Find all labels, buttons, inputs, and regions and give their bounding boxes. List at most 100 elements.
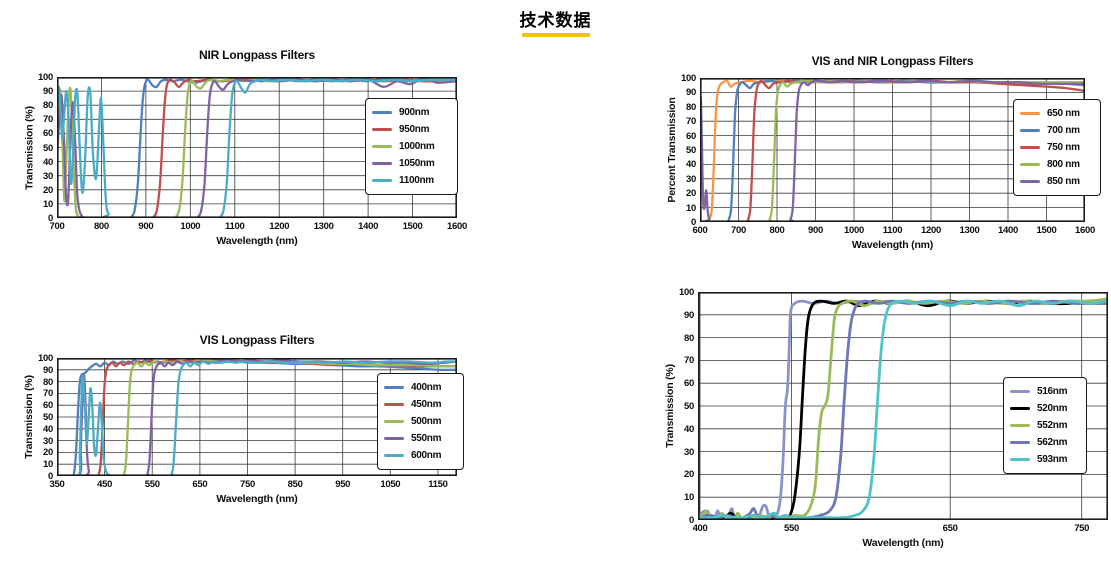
legend-label: 520nm: [1037, 403, 1068, 414]
legend-item: 1100nm: [372, 172, 451, 189]
page-title: 技术数据: [519, 11, 592, 30]
y-tick-label: 100: [38, 353, 53, 364]
x-tick-label: 1400: [358, 221, 379, 232]
legend-item: 516nm: [1010, 383, 1080, 400]
legend-line-swatch: [1010, 406, 1030, 411]
x-axis-label: Wavelength (nm): [851, 239, 934, 251]
legend-line-swatch: [384, 436, 404, 441]
legend-line-swatch: [384, 453, 404, 458]
x-tick-label: 700: [731, 225, 746, 236]
x-tick-label: 1000: [844, 225, 864, 236]
y-tick-label: 70: [684, 355, 694, 367]
x-tick-label: 1500: [1036, 225, 1057, 236]
legend: 400nm 450nm 500nm 550nm 600nm: [377, 373, 464, 470]
y-tick-label: 20: [684, 469, 694, 481]
legend-line-swatch: [1010, 389, 1030, 394]
y-tick-label: 100: [38, 72, 53, 83]
x-tick-label: 1000: [180, 221, 201, 232]
legend-line-swatch: [384, 419, 404, 424]
legend-item: 700 nm: [1020, 122, 1094, 139]
y-tick-label: 80: [684, 332, 694, 344]
x-axis-label: Wavelength (nm): [216, 493, 298, 505]
chart-vis-and-nir-longpass-filters: VIS and NIR Longpass Filters Percent Tra…: [652, 52, 1104, 264]
y-tick-label: 90: [684, 309, 694, 321]
y-tick-label: 40: [686, 159, 696, 171]
x-tick-label: 750: [1074, 523, 1090, 534]
x-tick-label: 1600: [447, 221, 467, 232]
y-tick-label: 10: [43, 198, 53, 210]
y-tick-label: 50: [43, 412, 53, 423]
x-tick-label: 1300: [959, 225, 980, 236]
legend: 900nm 950nm 1000nm 1050nm 1100nm: [365, 98, 458, 195]
legend-item: 900nm: [372, 104, 451, 121]
legend-label: 550nm: [411, 433, 442, 444]
y-tick-label: 20: [43, 184, 53, 196]
y-tick-label: 60: [684, 378, 694, 390]
legend-item: 500nm: [384, 413, 457, 430]
legend-item: 562nm: [1010, 434, 1080, 451]
x-tick-label: 900: [138, 221, 154, 232]
y-tick-label: 100: [679, 287, 694, 298]
y-tick-label: 90: [43, 364, 53, 376]
y-tick-label: 70: [43, 114, 53, 126]
legend-line-swatch: [372, 144, 392, 149]
y-tick-label: 100: [681, 73, 696, 84]
y-tick-label: 30: [684, 446, 694, 458]
x-tick-label: 750: [239, 479, 255, 490]
y-tick-label: 40: [43, 156, 53, 168]
legend-item: 552nm: [1010, 417, 1080, 434]
legend-line-swatch: [372, 127, 392, 132]
y-tick-label: 60: [43, 400, 53, 412]
legend-item: 850 nm: [1020, 173, 1094, 190]
legend-line-swatch: [1020, 162, 1040, 167]
x-tick-label: 1600: [1075, 225, 1095, 236]
y-tick-label: 40: [43, 423, 53, 435]
y-tick-label: 80: [43, 376, 53, 388]
y-tick-label: 0: [689, 515, 694, 526]
y-tick-label: 30: [43, 435, 53, 447]
x-axis-label: Wavelength (nm): [862, 537, 944, 549]
x-tick-label: 600: [692, 225, 708, 236]
legend: 650 nm 700 nm 750 nm 800 nm 850 nm: [1013, 99, 1101, 196]
x-tick-label: 800: [93, 221, 109, 232]
y-tick-label: 10: [43, 459, 53, 471]
legend-line-swatch: [372, 110, 392, 115]
legend-item: 593nm: [1010, 451, 1080, 468]
y-tick-label: 10: [686, 202, 696, 214]
x-tick-label: 1400: [998, 225, 1018, 236]
y-tick-label: 50: [686, 145, 696, 156]
x-tick-label: 1150: [428, 479, 448, 490]
legend-label: 850 nm: [1047, 176, 1080, 187]
legend-item: 750 nm: [1020, 139, 1094, 156]
legend-label: 650 nm: [1047, 108, 1080, 119]
legend-label: 1000nm: [399, 141, 435, 152]
x-tick-label: 550: [144, 479, 160, 490]
y-tick-label: 70: [686, 116, 696, 128]
legend-line-swatch: [1020, 145, 1040, 150]
x-tick-label: 650: [942, 523, 958, 534]
x-tick-label: 900: [808, 225, 823, 236]
legend-item: 950nm: [372, 121, 451, 138]
legend-label: 552nm: [1037, 420, 1068, 431]
legend-label: 593nm: [1037, 454, 1068, 465]
legend-item: 650 nm: [1020, 105, 1094, 122]
x-tick-label: 1050: [380, 479, 401, 490]
legend-item: 550nm: [384, 430, 457, 447]
legend-line-swatch: [1020, 128, 1040, 133]
legend-line-swatch: [384, 385, 404, 390]
y-tick-label: 20: [43, 447, 53, 459]
chart-title: VIS Longpass Filters: [199, 333, 315, 347]
legend-label: 800 nm: [1047, 159, 1080, 170]
x-tick-label: 400: [692, 523, 708, 534]
x-tick-label: 1100: [882, 225, 903, 236]
y-tick-label: 10: [684, 492, 694, 504]
x-tick-label: 450: [97, 479, 113, 490]
legend-line-swatch: [1010, 457, 1030, 462]
y-tick-label: 50: [684, 401, 694, 412]
legend-line-swatch: [1020, 179, 1040, 184]
legend-label: 500nm: [411, 416, 442, 427]
x-tick-label: 1100: [225, 221, 245, 232]
